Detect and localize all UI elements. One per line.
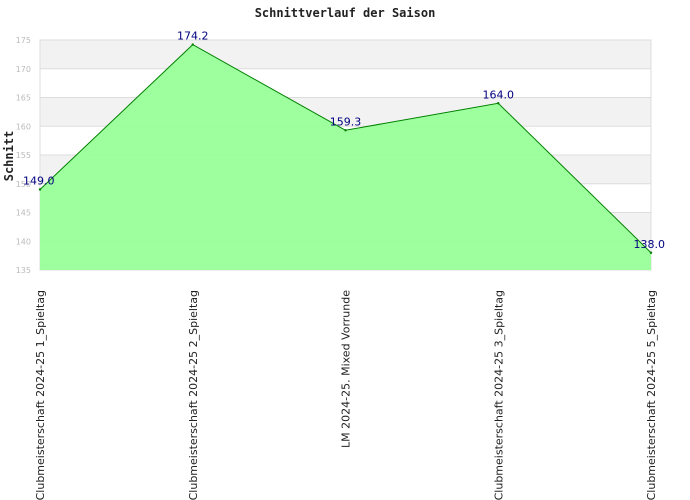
y-tick-label: 165 bbox=[16, 94, 31, 103]
y-axis-label: Schnitt bbox=[2, 131, 16, 182]
x-tick-label: Clubmeisterschaft 2024-25 3_Spieltag bbox=[492, 290, 505, 500]
data-label: 159.3 bbox=[330, 115, 362, 128]
data-point bbox=[344, 129, 347, 132]
y-tick-label: 150 bbox=[16, 180, 31, 189]
series-area bbox=[40, 44, 651, 270]
data-label: 174.2 bbox=[177, 30, 209, 43]
x-tick-label: Clubmeisterschaft 2024-25 1_Spieltag bbox=[34, 290, 47, 500]
y-tick-label: 170 bbox=[16, 65, 31, 74]
y-tick-label: 175 bbox=[16, 36, 31, 45]
data-point bbox=[497, 102, 500, 105]
chart-title: Schnittverlauf der Saison bbox=[255, 6, 436, 20]
grid-band bbox=[40, 40, 651, 69]
plot-area: 135 140 145 150 155 160 165 170 175 149.0 174.2 159… bbox=[16, 30, 665, 500]
y-tick-label: 140 bbox=[16, 237, 31, 246]
y-tick-label: 155 bbox=[16, 151, 31, 160]
y-tick-label: 135 bbox=[16, 266, 31, 275]
data-point bbox=[38, 188, 42, 191]
data-label: 164.0 bbox=[483, 88, 515, 101]
y-tick-label: 160 bbox=[16, 122, 31, 131]
grid-band bbox=[40, 68, 651, 98]
x-tick-label: Clubmeisterschaft 2024-25 5_Spieltag bbox=[645, 290, 658, 500]
y-tick-label: 145 bbox=[16, 209, 31, 218]
data-point bbox=[649, 251, 653, 254]
data-point bbox=[191, 43, 194, 46]
data-label: 149.0 bbox=[23, 175, 55, 188]
x-tick-label: Clubmeisterschaft 2024-25 2_Spieltag bbox=[187, 290, 200, 500]
x-tick-label: LM 2024-25. Mixed Vorrunde bbox=[340, 290, 353, 448]
data-label: 138.0 bbox=[634, 238, 666, 251]
